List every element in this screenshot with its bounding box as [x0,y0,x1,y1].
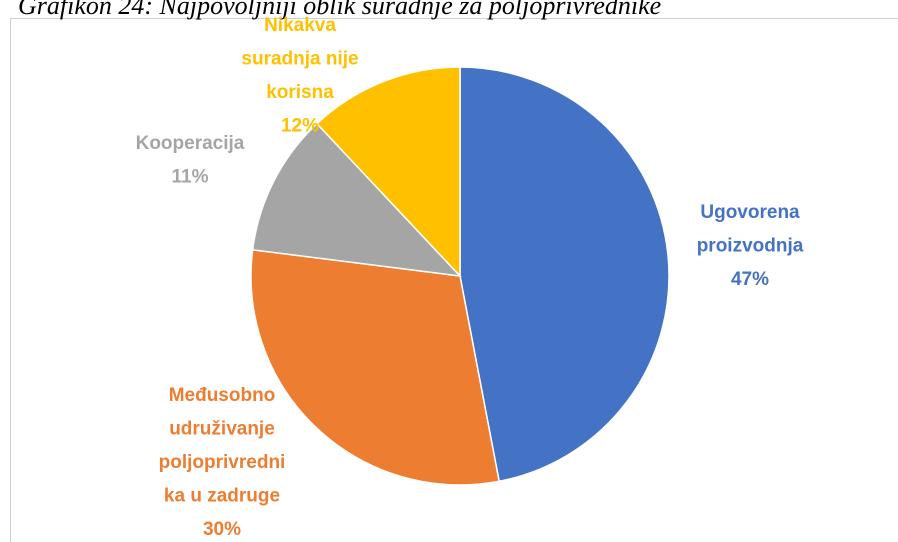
slice-label: Međusobno udruživanje poljoprivredni ka u z… [159,385,286,507]
slice-label: Ugovorena proizvodnja [697,202,804,257]
slice-label: Kooperacija [136,133,245,154]
slice-value-label: 30% [203,519,241,540]
slice-label: Nikakva suradnja nije korisna [241,15,358,103]
pie-slice [315,66,461,278]
pie-slice [251,122,462,278]
slice-value-label: 11% [172,167,209,188]
slice-value-label: 47% [731,269,769,290]
pie-slice [250,248,501,486]
chart-title: Grafikon 24: Najpovoljniji oblik suradnj… [18,0,661,20]
slice-value-label: 12% [281,116,319,137]
pie-slice [459,66,670,483]
